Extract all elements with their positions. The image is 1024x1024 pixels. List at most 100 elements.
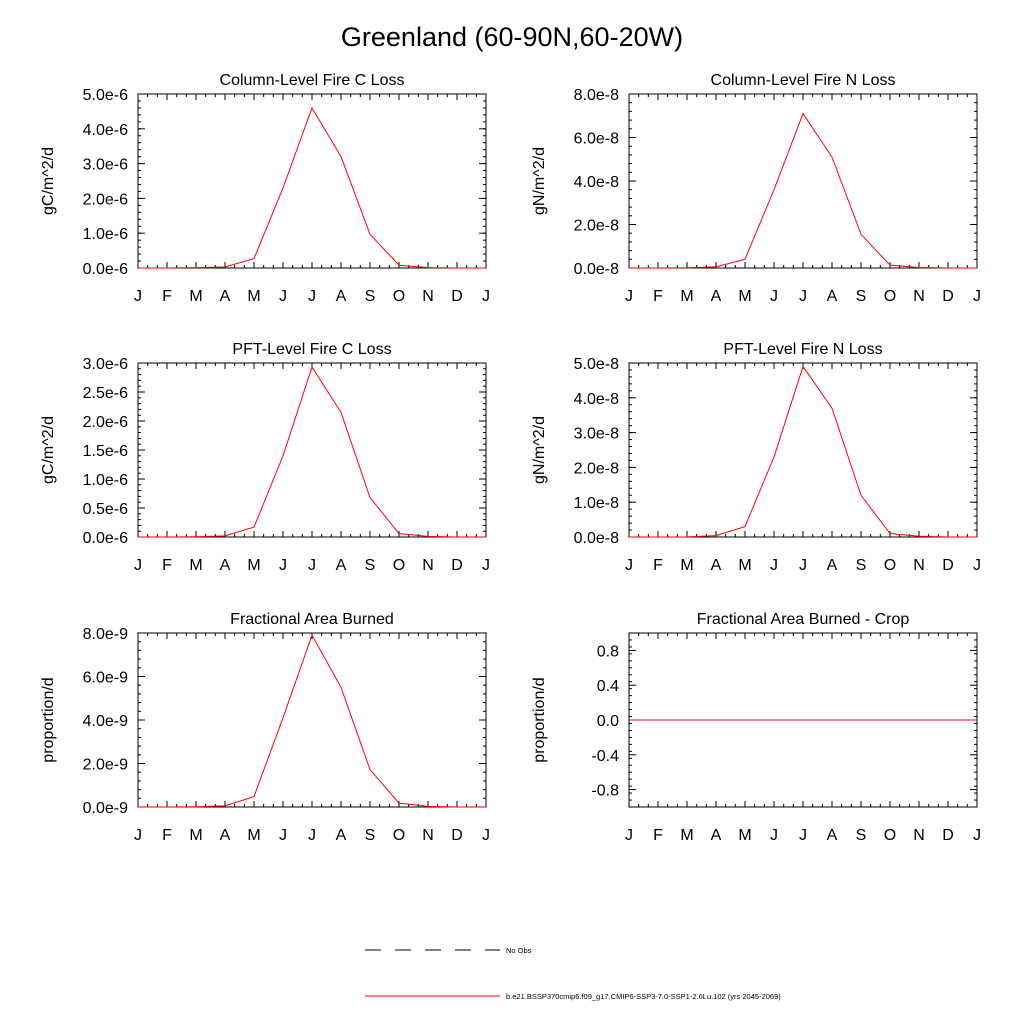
x-tick-label: S	[856, 288, 867, 305]
x-tick-label: A	[336, 288, 347, 305]
x-tick-label: D	[942, 827, 954, 844]
y-tick-label: 1.5e-6	[83, 443, 128, 460]
series-line	[138, 365, 486, 538]
x-tick-label: N	[422, 557, 434, 574]
y-tick-label: 8.0e-8	[574, 87, 619, 104]
x-tick-label: N	[913, 288, 925, 305]
plot-frame	[628, 362, 978, 538]
x-tick-label: J	[799, 288, 807, 305]
plot-frame	[628, 93, 978, 269]
y-tick-label: 2.0e-9	[83, 757, 128, 774]
x-tick-label: N	[422, 827, 434, 844]
x-tick-label: M	[247, 288, 260, 305]
x-tick-label: M	[247, 827, 260, 844]
x-tick-label: F	[162, 288, 172, 305]
y-tick-label: 4.0e-8	[574, 391, 619, 408]
y-tick-label: 1.0e-6	[83, 472, 128, 489]
y-tick-label: 0.8	[597, 643, 619, 660]
x-tick-label: J	[799, 827, 807, 844]
x-tick-label: D	[451, 557, 463, 574]
x-tick-label: M	[738, 827, 751, 844]
x-tick-label: D	[451, 288, 463, 305]
y-tick-label: 0.0e-8	[574, 530, 619, 547]
x-tick-label: J	[625, 827, 633, 844]
x-tick-label: S	[365, 288, 376, 305]
chart-panel-6: Fractional Area Burned - Crop proportion/…	[531, 611, 981, 844]
y-tick-label: 4.0e-9	[83, 713, 128, 730]
x-tick-label: S	[365, 827, 376, 844]
x-tick-label: J	[308, 827, 316, 844]
x-tick-label: F	[653, 827, 663, 844]
x-tick-label: M	[189, 288, 202, 305]
x-tick-label: D	[942, 557, 954, 574]
y-tick-label: 2.5e-6	[83, 385, 128, 402]
y-tick-label: 1.0e-8	[574, 495, 619, 512]
y-tick-label: 0.0e-8	[574, 261, 619, 278]
x-tick-label: J	[770, 557, 778, 574]
chart-title: PFT-Level Fire C Loss	[232, 341, 391, 358]
x-tick-label: D	[451, 827, 463, 844]
y-tick-label: 3.0e-8	[574, 426, 619, 443]
x-tick-label: A	[827, 288, 838, 305]
x-tick-label: O	[393, 288, 405, 305]
y-tick-label: 8.0e-9	[83, 626, 128, 643]
x-tick-label: J	[973, 827, 981, 844]
x-tick-label: J	[279, 827, 287, 844]
x-tick-label: A	[220, 557, 231, 574]
x-tick-label: M	[189, 827, 202, 844]
chart-title: Fractional Area Burned - Crop	[697, 611, 910, 628]
x-tick-label: J	[134, 288, 142, 305]
x-tick-label: M	[680, 557, 693, 574]
y-tick-label: 0.4	[597, 678, 619, 695]
x-tick-label: J	[770, 288, 778, 305]
x-tick-label: A	[827, 557, 838, 574]
x-tick-label: M	[680, 288, 693, 305]
x-tick-label: J	[279, 557, 287, 574]
y-tick-label: 0.0e-6	[83, 530, 128, 547]
x-tick-label: J	[799, 557, 807, 574]
series-line	[629, 112, 977, 269]
y-tick-label: 4.0e-8	[574, 174, 619, 191]
chart-title: Column-Level Fire C Loss	[220, 72, 405, 89]
x-tick-label: O	[884, 827, 896, 844]
x-tick-label: A	[711, 288, 722, 305]
x-tick-label: M	[189, 557, 202, 574]
x-tick-label: J	[134, 557, 142, 574]
y-tick-label: 1.0e-6	[83, 226, 128, 243]
page-title: Greenland (60-90N,60-20W)	[340, 22, 684, 52]
plot-frame	[137, 93, 487, 269]
y-axis-label: proportion/d	[531, 677, 548, 762]
x-tick-label: J	[308, 288, 316, 305]
x-tick-label: O	[393, 827, 405, 844]
series-line	[138, 106, 486, 269]
x-tick-label: J	[625, 557, 633, 574]
x-tick-label: J	[482, 827, 490, 844]
y-tick-label: 2.0e-6	[83, 191, 128, 208]
x-tick-label: J	[279, 288, 287, 305]
x-tick-label: M	[738, 557, 751, 574]
y-tick-label: 2.0e-8	[574, 460, 619, 477]
y-axis-label: proportion/d	[40, 677, 57, 762]
x-tick-label: F	[162, 827, 172, 844]
x-tick-label: J	[308, 557, 316, 574]
y-tick-label: 0.0e-6	[83, 261, 128, 278]
chart-title: PFT-Level Fire N Loss	[723, 341, 882, 358]
x-tick-label: M	[738, 288, 751, 305]
y-tick-label: -0.8	[591, 783, 619, 800]
x-tick-label: J	[770, 827, 778, 844]
x-tick-label: F	[653, 557, 663, 574]
x-tick-label: J	[973, 557, 981, 574]
plot-frame	[137, 362, 487, 538]
x-tick-label: N	[913, 557, 925, 574]
x-tick-label: A	[711, 827, 722, 844]
y-tick-label: 3.0e-6	[83, 356, 128, 373]
x-tick-label: M	[680, 827, 693, 844]
x-tick-label: F	[162, 557, 172, 574]
y-tick-label: 0.5e-6	[83, 501, 128, 518]
y-axis-label: gN/m^2/d	[531, 147, 548, 215]
